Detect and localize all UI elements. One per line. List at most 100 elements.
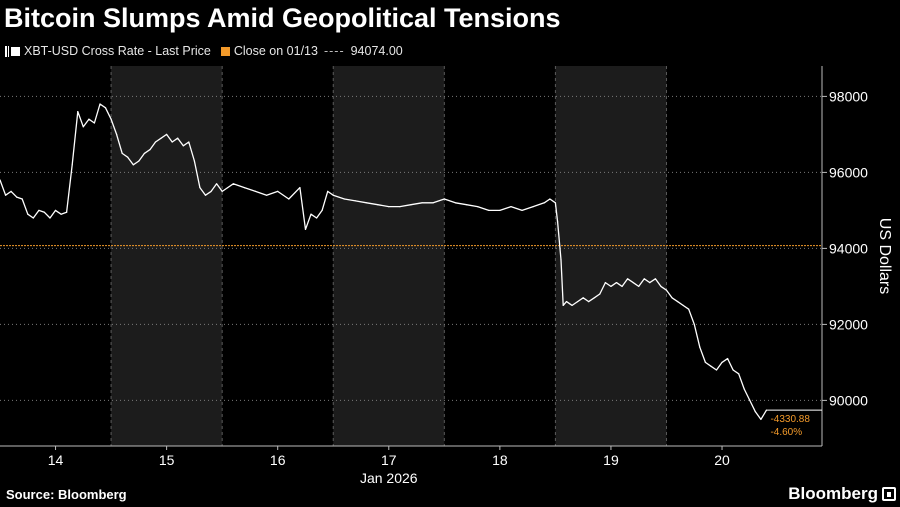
price-point: [77, 111, 79, 113]
price-point: [204, 194, 207, 196]
price-point: [310, 213, 312, 215]
price-point: [149, 149, 151, 151]
price-point: [660, 285, 662, 287]
price-point: [265, 194, 268, 196]
price-series-line: [0, 103, 768, 421]
price-point: [82, 126, 84, 128]
price-point: [693, 323, 695, 325]
last-change-pct-label: -4.60%: [770, 427, 802, 438]
price-point: [388, 206, 390, 208]
price-point: [643, 278, 645, 280]
price-point: [510, 206, 512, 208]
price-point: [754, 411, 756, 413]
price-point: [243, 187, 245, 189]
price-point: [760, 418, 762, 420]
price-point: [10, 190, 12, 192]
price-point: [732, 369, 734, 371]
price-point: [557, 221, 559, 223]
price-point: [432, 202, 434, 204]
price-point: [682, 304, 684, 306]
price-point: [110, 118, 112, 120]
brand-logo: Bloomberg: [788, 484, 896, 504]
legend-series-label: XBT-USD Cross Rate - Last Price: [24, 44, 211, 58]
price-point: [199, 187, 201, 189]
price-point: [99, 103, 101, 105]
legend-reference-label: Close on 01/13: [233, 44, 318, 58]
price-point: [171, 141, 173, 143]
price-point: [160, 137, 162, 139]
price-point: [38, 209, 40, 211]
price-point: [21, 198, 23, 200]
price-point: [560, 259, 562, 261]
price-point: [177, 137, 179, 139]
price-point: [232, 183, 234, 185]
price-point: [138, 160, 140, 162]
series-swatch-icon: [11, 46, 20, 56]
price-point: [116, 133, 118, 135]
price-point: [227, 187, 229, 189]
price-point: [554, 202, 557, 204]
price-point: [671, 297, 673, 299]
price-point: [221, 190, 223, 192]
price-point: [738, 373, 740, 375]
price-point: [193, 160, 195, 162]
y-axis-label: US Dollars: [876, 218, 893, 294]
price-point: [638, 285, 640, 287]
price-point: [121, 152, 123, 154]
shaded-day-band: [555, 66, 667, 446]
price-point: [104, 107, 107, 109]
price-point: [627, 278, 629, 280]
y-tick-label: 90000: [829, 392, 868, 408]
price-point: [615, 282, 618, 284]
price-point: [71, 164, 73, 166]
y-tick-label: 96000: [829, 164, 868, 180]
price-point: [60, 213, 62, 215]
price-point: [562, 304, 564, 306]
price-point: [377, 204, 379, 206]
price-point: [588, 301, 590, 303]
price-point: [582, 297, 584, 299]
shaded-day-band: [111, 66, 223, 446]
price-point: [521, 209, 523, 211]
x-tick-label: 18: [492, 452, 508, 468]
price-point: [288, 198, 290, 200]
price-point: [143, 152, 146, 154]
price-point: [649, 282, 651, 284]
bloomberg-mark-icon: [882, 487, 896, 501]
price-point: [277, 190, 279, 192]
price-point: [721, 361, 723, 363]
price-point: [443, 198, 445, 200]
price-point: [726, 358, 729, 360]
legend: XBT-USD Cross Rate - Last Price Close on…: [5, 44, 403, 58]
price-point: [88, 118, 90, 120]
y-tick-label: 98000: [829, 88, 868, 104]
price-point: [688, 308, 690, 310]
price-point: [654, 278, 656, 280]
price-point: [699, 346, 701, 348]
price-point: [599, 293, 601, 295]
price-point: [16, 196, 18, 198]
x-axis-label: Jan 2026: [360, 470, 418, 486]
x-tick-label: 19: [603, 452, 619, 468]
price-point: [354, 200, 357, 202]
price-point: [604, 282, 606, 284]
price-point: [749, 399, 751, 401]
reference-swatch-icon: [220, 46, 230, 56]
price-point: [715, 369, 718, 371]
x-tick-label: 15: [159, 452, 175, 468]
price-point: [93, 122, 96, 124]
price-point: [332, 194, 334, 196]
price-point: [632, 282, 634, 284]
price-point: [565, 301, 568, 303]
price-point: [254, 190, 257, 192]
price-point: [182, 145, 184, 147]
price-point: [49, 217, 51, 219]
price-point: [188, 141, 190, 143]
price-point: [315, 217, 318, 219]
price-point: [488, 209, 490, 211]
x-tick-label: 20: [714, 452, 730, 468]
x-tick-label: 16: [270, 452, 286, 468]
price-point: [127, 156, 129, 158]
price-point: [577, 301, 579, 303]
